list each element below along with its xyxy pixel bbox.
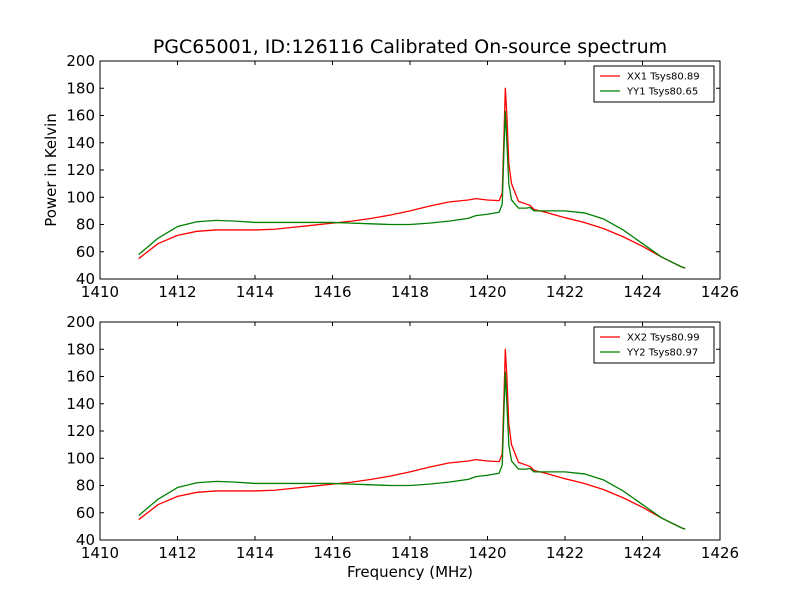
legend-box [593,326,715,364]
y-tick-label: 140 [66,395,95,413]
legend-box [593,65,715,103]
y-tick-label: 140 [66,134,95,152]
legend-entry: YY2 Tsys80.97 [626,348,698,359]
x-tick-label: 1412 [158,283,196,301]
y-tick-label: 160 [66,107,95,125]
y-tick-label: 60 [76,504,95,522]
series-line-yy [138,110,686,269]
y-tick-label: 120 [66,161,95,179]
y-tick-label: 120 [66,422,95,440]
x-tick-label: 1418 [391,544,429,562]
y-tick-label: 200 [66,52,95,70]
y-tick-label: 160 [66,368,95,386]
x-tick-label: 1410 [81,544,119,562]
series-line-yy [138,371,686,530]
legend: XX1 Tsys80.89 YY1 Tsys80.65 [593,65,715,103]
x-tick-label: 1422 [546,283,584,301]
x-tick-label: 1420 [468,283,506,301]
x-tick-label: 1426 [701,544,739,562]
y-tick-label: 100 [66,449,95,467]
legend: XX2 Tsys80.99 YY2 Tsys80.97 [593,326,715,364]
y-tick-label: 80 [76,216,95,234]
x-tick-label: 1410 [81,283,119,301]
y-axis-label: Power in Kelvin [42,113,60,227]
legend-entry: XX1 Tsys80.89 [627,72,700,83]
chart-title: PGC65001, ID:126116 Calibrated On-source… [153,36,667,58]
x-tick-label: 1422 [546,544,584,562]
y-tick-label: 80 [76,477,95,495]
y-tick-label: 180 [66,340,95,358]
y-tick-label: 180 [66,79,95,97]
legend-entry: XX2 Tsys80.99 [627,333,700,344]
x-tick-label: 1414 [236,544,274,562]
x-tick-label: 1416 [313,283,351,301]
legend-entry: YY1 Tsys80.65 [626,87,698,98]
x-tick-label: 1414 [236,283,274,301]
x-tick-label: 1426 [701,283,739,301]
y-tick-label: 40 [76,270,95,288]
y-tick-label: 100 [66,188,95,206]
x-tick-label: 1412 [158,544,196,562]
x-tick-label: 1424 [623,283,661,301]
series-line-xx [138,348,686,530]
top-panel: 1410 1412 1414 1416 1418 1420 1422 1424 1426 40 60… [66,52,739,301]
x-tick-label: 1424 [623,544,661,562]
x-tick-label: 1418 [391,283,429,301]
y-tick-label: 200 [66,313,95,331]
y-tick-label: 60 [76,243,95,261]
y-tick-label: 40 [76,531,95,549]
series-line-xx [138,87,686,269]
x-tick-label: 1416 [313,544,351,562]
x-axis-label: Frequency (MHz) [347,563,473,581]
bottom-panel: 1410 1412 1414 1416 1418 1420 1422 1424 1426 40 60… [66,313,739,562]
x-tick-label: 1420 [468,544,506,562]
